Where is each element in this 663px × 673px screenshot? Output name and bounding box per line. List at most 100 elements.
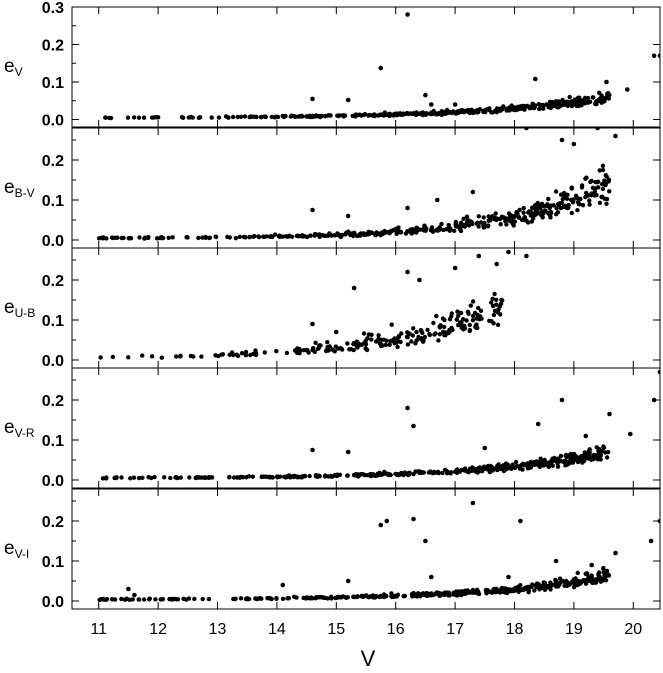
data-point	[344, 595, 349, 600]
data-point	[339, 233, 344, 238]
data-point	[589, 457, 594, 462]
data-point	[357, 112, 363, 118]
data-point	[526, 210, 531, 215]
data-point	[492, 291, 497, 297]
data-point	[99, 235, 104, 240]
data-point	[499, 107, 504, 113]
data-point	[375, 231, 380, 236]
data-point	[507, 106, 512, 111]
data-point	[324, 233, 329, 238]
data-point	[289, 234, 295, 239]
data-point	[517, 207, 522, 213]
data-point	[475, 221, 480, 226]
data-point	[391, 594, 396, 599]
data-point	[244, 475, 249, 480]
data-point	[378, 594, 383, 599]
data-point	[452, 228, 457, 233]
data-point	[162, 475, 167, 480]
data-point-outlier	[651, 397, 657, 403]
data-point	[292, 474, 298, 479]
data-point	[254, 114, 259, 120]
data-point	[361, 112, 367, 118]
data-point	[490, 214, 495, 219]
data-point	[231, 352, 236, 358]
data-point	[216, 115, 222, 120]
data-point	[170, 235, 175, 240]
data-point	[300, 114, 305, 119]
data-point	[600, 194, 605, 199]
data-point	[418, 594, 423, 599]
data-point	[286, 234, 291, 239]
data-point	[191, 354, 196, 359]
data-point	[442, 333, 447, 338]
data-point	[598, 457, 603, 462]
data-points	[103, 12, 660, 121]
data-point	[454, 591, 459, 597]
data-point	[459, 467, 464, 473]
data-point	[490, 303, 496, 309]
data-point	[125, 115, 131, 120]
data-point	[225, 234, 230, 240]
data-point	[345, 473, 350, 478]
data-point	[140, 353, 145, 358]
data-point	[592, 101, 598, 107]
data-point	[488, 463, 493, 469]
data-point	[593, 580, 599, 585]
data-point	[569, 186, 574, 191]
data-point	[248, 114, 254, 119]
data-point	[126, 236, 131, 241]
data-point	[556, 100, 562, 106]
data-point-outlier	[613, 550, 618, 556]
data-point	[410, 333, 415, 338]
data-point	[416, 469, 421, 474]
data-point	[434, 313, 439, 319]
data-point	[493, 211, 498, 216]
data-point	[318, 343, 323, 348]
data-point	[556, 104, 562, 110]
data-point	[468, 303, 473, 308]
data-point	[427, 591, 432, 597]
data-point	[491, 312, 497, 318]
data-point	[568, 451, 574, 457]
data-point	[370, 113, 375, 118]
data-point	[566, 205, 571, 210]
data-point	[387, 342, 392, 347]
data-point	[420, 470, 426, 475]
data-point	[496, 310, 501, 315]
data-point	[255, 596, 260, 601]
data-point	[376, 333, 381, 338]
data-point-outlier	[423, 92, 428, 98]
data-point	[361, 331, 367, 336]
data-point-outlier	[405, 205, 410, 211]
data-point-outlier	[405, 405, 410, 411]
data-point	[234, 352, 239, 357]
data-point-outlier	[535, 421, 541, 427]
data-point	[199, 354, 204, 359]
data-point	[110, 354, 116, 360]
data-point	[517, 466, 523, 471]
data-point	[465, 309, 471, 314]
data-point	[226, 115, 231, 120]
data-point	[577, 202, 582, 207]
data-point	[446, 226, 452, 231]
data-point	[284, 350, 290, 356]
data-point	[213, 234, 218, 239]
y-axis-label: eV-R	[4, 417, 35, 440]
data-point	[277, 474, 283, 479]
data-point	[231, 475, 237, 480]
data-point	[296, 234, 301, 239]
data-point	[286, 596, 291, 601]
data-point-outlier	[334, 329, 339, 335]
data-point	[243, 353, 249, 358]
data-point-outlier	[345, 213, 351, 219]
data-point	[582, 95, 588, 101]
y-axis-label: eU-B	[4, 297, 35, 320]
panels-group: 0.00.10.20.3eV0.00.10.2eB-V0.00.10.2eU-B…	[4, 0, 661, 611]
data-point	[498, 222, 503, 227]
data-point	[437, 225, 442, 230]
data-point	[240, 475, 245, 480]
data-point-outlier	[533, 76, 538, 82]
data-point	[573, 193, 579, 198]
data-point	[514, 587, 519, 592]
data-point	[360, 472, 366, 477]
